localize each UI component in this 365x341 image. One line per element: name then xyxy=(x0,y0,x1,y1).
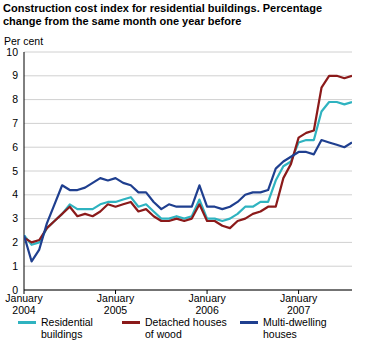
x-tick-label: January2004 xyxy=(5,292,43,316)
grid-line xyxy=(24,171,352,172)
grid-line xyxy=(24,99,352,100)
grid-line xyxy=(24,123,352,124)
series-line xyxy=(24,76,352,243)
y-tick-label: 5 xyxy=(12,165,18,177)
x-tick-label: January2005 xyxy=(97,292,135,316)
grid-line xyxy=(24,194,352,195)
y-tick-label: 3 xyxy=(12,212,18,224)
grid-line xyxy=(24,75,352,76)
y-tick-label: 6 xyxy=(12,141,18,153)
grid-line xyxy=(24,52,352,53)
plot-area xyxy=(24,76,352,262)
x-tick-label: January2006 xyxy=(188,292,226,316)
legend-item: Detached houses of wood xyxy=(122,316,237,340)
series-line xyxy=(24,102,352,245)
x-tick-label: January2007 xyxy=(280,292,318,316)
grid-line xyxy=(24,290,352,291)
grid-line xyxy=(24,147,352,148)
y-tick-label: 10 xyxy=(6,46,18,58)
y-axis xyxy=(24,52,25,290)
x-axis xyxy=(24,290,352,291)
grid-line xyxy=(24,242,352,243)
grid-line xyxy=(24,266,352,267)
y-tick-label: 4 xyxy=(12,188,18,200)
legend-label: Multi-dwelling houses xyxy=(263,316,353,340)
legend-swatch xyxy=(122,321,140,324)
series-line xyxy=(24,140,352,261)
y-tick-label: 2 xyxy=(12,236,18,248)
legend-swatch xyxy=(240,321,258,324)
y-tick-label: 7 xyxy=(12,117,18,129)
y-tick-label: 9 xyxy=(12,69,18,81)
y-tick-label: 1 xyxy=(12,260,18,272)
legend-item: Residential buildings xyxy=(18,316,119,340)
title: Construction cost index for residential … xyxy=(3,2,358,28)
legend-label: Detached houses of wood xyxy=(145,316,237,340)
legend-item: Multi-dwelling houses xyxy=(240,316,353,340)
legend-label: Residential buildings xyxy=(41,316,119,340)
legend-swatch xyxy=(18,321,36,324)
y-tick-label: 8 xyxy=(12,93,18,105)
